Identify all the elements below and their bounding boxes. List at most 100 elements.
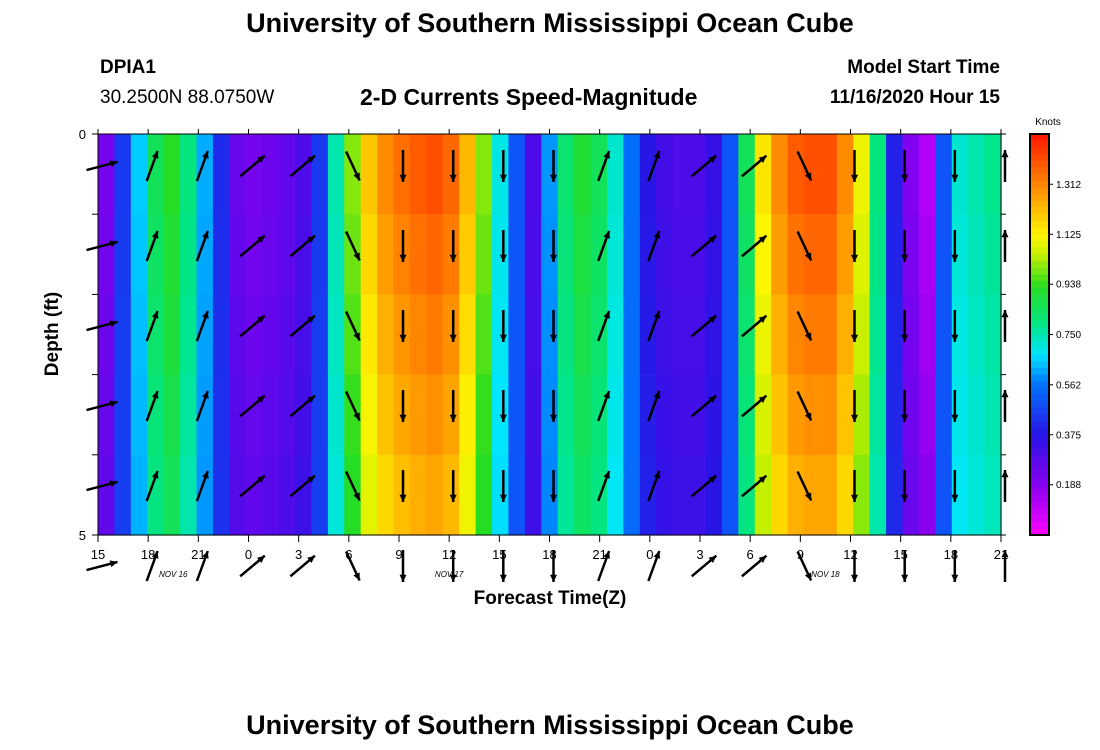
heat-cell [820,214,838,295]
colorbar-swatch [1030,488,1049,496]
heat-cell [574,294,592,376]
heat-cell [738,134,756,215]
current-arrow [796,390,813,422]
heat-cell [606,134,624,215]
heat-cell [918,134,936,215]
current-arrow [550,390,557,422]
current-arrow [550,470,557,502]
current-arrow [550,310,557,342]
heat-cell [820,454,838,536]
heat-cell [426,454,444,536]
current-arrow [399,230,407,262]
current-arrow [851,310,858,342]
colorbar-swatch [1030,134,1049,142]
current-arrow [851,550,858,582]
current-arrow [851,230,858,262]
heat-cell [574,454,592,536]
heat-cell [606,214,624,295]
heat-cell [623,374,641,456]
heat-cell [738,294,756,376]
heat-cell [787,294,805,376]
current-arrow [449,390,457,422]
x-tick-label: 0 [245,547,252,562]
heat-cell [295,294,313,376]
colorbar-swatch [1030,187,1049,195]
heat-cell [360,294,378,376]
model-start-value: 11/16/2020 Hour 15 [829,87,1000,108]
heat-cell [836,214,854,295]
current-arrow [86,480,118,492]
heat-cell [639,214,657,295]
heat-cell [705,214,723,295]
current-arrow [449,310,457,342]
colorbar-swatch [1030,374,1049,382]
y-tick-label: 5 [79,528,86,543]
current-arrow [289,154,316,178]
current-arrow [851,390,858,422]
x-tick-label: 6 [747,547,754,562]
heat-cell [738,374,756,456]
current-arrow [597,390,611,422]
heat-cell [672,374,690,456]
heat-cell [853,294,871,376]
heat-cell [130,294,148,376]
heat-cell [114,214,132,295]
colorbar-swatch [1030,434,1049,443]
current-arrow [597,150,611,182]
heat-cell [787,214,805,295]
heat-cell [721,294,739,376]
heat-cell [672,134,690,215]
current-arrow [195,390,209,422]
heat-cell [163,294,181,376]
heat-cell [98,214,116,295]
x-tick-label: 21 [592,547,606,562]
heat-cell [180,374,198,456]
heat-cell [163,454,181,536]
heat-cell [984,134,1002,215]
heat-cell [196,454,214,536]
heat-cell [229,134,247,215]
heat-cell [426,294,444,376]
x-tick-label: 12 [442,547,456,562]
heat-cell [590,134,608,215]
colorbar-swatch [1030,294,1049,302]
heat-cell [639,454,657,536]
current-arrow [951,470,959,502]
colorbar-swatch [1030,354,1049,362]
heat-cell [524,214,542,295]
colorbar-swatch [1030,167,1049,175]
heat-cell [935,374,953,456]
chart-title-top: University of Southern Mississippi Ocean… [246,8,854,38]
heat-cell [377,374,395,456]
heat-cell [524,454,542,536]
colorbar-swatch [1030,521,1049,529]
current-arrow [597,470,611,502]
colorbar-units: Knots [1035,117,1061,128]
current-arrow [239,314,266,338]
colorbar-swatch [1030,180,1049,189]
heat-cell [557,134,575,215]
heat-cell [262,374,280,456]
heat-cell [721,374,739,456]
current-arrow [145,390,159,422]
colorbar-swatch [1030,428,1049,436]
heat-cell [803,134,821,215]
colorbar-swatch [1030,441,1049,449]
heat-cell [114,454,132,536]
heat-cell [360,454,378,536]
heat-cell [147,214,165,295]
current-arrow [796,150,813,182]
heat-cell [180,134,198,215]
current-arrow [796,230,813,262]
colorbar-swatch [1030,508,1049,516]
heat-cell [557,214,575,295]
current-arrow [796,310,813,342]
current-arrow [1001,150,1009,182]
current-arrow [951,550,959,582]
station-id: DPIA1 [100,57,156,78]
current-arrow [289,394,316,418]
heat-cell [672,214,690,295]
heat-cell [968,294,986,376]
heat-cell [262,134,280,215]
heat-cell [623,294,641,376]
